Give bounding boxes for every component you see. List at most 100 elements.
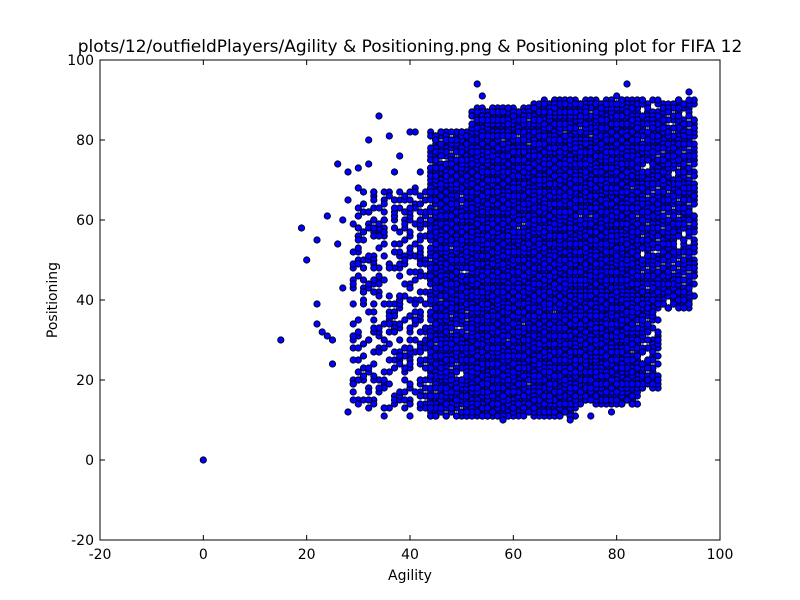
data-point (452, 396, 461, 404)
data-point (380, 336, 388, 344)
data-point (354, 204, 362, 212)
data-point (416, 192, 424, 200)
data-point (406, 400, 414, 408)
data-point (411, 276, 419, 284)
data-point (370, 196, 378, 204)
data-point (442, 328, 450, 336)
data-point (354, 328, 362, 336)
chart-title: plots/12/outfieldPlayers/Agility & Posit… (78, 37, 743, 57)
data-point (390, 348, 399, 356)
data-point (380, 208, 388, 216)
data-point (411, 300, 419, 308)
data-point (354, 212, 362, 220)
data-point (458, 156, 466, 164)
data-point (359, 288, 368, 296)
data-point (416, 200, 424, 208)
data-point (370, 360, 378, 368)
data-point (416, 356, 424, 364)
data-point (406, 296, 414, 304)
data-point (458, 196, 466, 204)
data-point (385, 312, 393, 320)
data-point (390, 196, 399, 204)
data-point (385, 300, 393, 308)
data-point (390, 224, 399, 232)
data-point (390, 248, 399, 256)
data-point (396, 188, 404, 196)
data-point (432, 164, 440, 172)
data-point (370, 316, 378, 324)
data-point (396, 320, 404, 328)
data-point (401, 192, 409, 200)
data-point (458, 376, 466, 384)
data-point (359, 200, 368, 208)
data-point (437, 220, 445, 228)
data-point (452, 320, 461, 328)
data-point (370, 400, 378, 408)
data-point (375, 272, 383, 280)
data-point (427, 296, 435, 304)
data-point (437, 404, 445, 412)
data-point (385, 292, 393, 300)
data-point (447, 376, 455, 384)
data-point (447, 128, 455, 136)
data-point (385, 340, 393, 348)
data-point (452, 336, 461, 344)
data-point (359, 276, 368, 284)
data-point (416, 216, 424, 224)
data-point (406, 284, 414, 292)
data-point (427, 188, 435, 196)
data-point (406, 336, 414, 344)
data-point (349, 332, 357, 340)
data-point (396, 272, 404, 280)
data-point (375, 384, 383, 392)
data-point (354, 400, 362, 408)
data-point (427, 372, 435, 380)
data-point (406, 380, 414, 388)
data-point (416, 236, 424, 244)
data-point (375, 204, 383, 212)
data-point (447, 288, 455, 296)
data-point (370, 276, 378, 284)
data-point (442, 412, 450, 420)
data-point (380, 276, 388, 284)
data-point (380, 252, 388, 260)
data-point (354, 236, 362, 244)
data-point (354, 376, 362, 384)
data-point (416, 272, 424, 280)
data-points (199, 80, 698, 464)
data-point (365, 364, 373, 372)
data-point (359, 228, 368, 236)
data-point (385, 380, 393, 388)
data-point (406, 312, 414, 320)
data-point (396, 292, 404, 300)
data-point (432, 320, 440, 328)
data-point (437, 352, 445, 360)
data-point (406, 324, 414, 332)
data-point (447, 236, 455, 244)
data-point (380, 240, 388, 248)
data-point (447, 280, 455, 288)
data-point (375, 280, 383, 288)
data-point (396, 228, 404, 236)
data-point (375, 232, 383, 240)
data-point (437, 284, 445, 292)
data-point (370, 372, 378, 380)
data-point (375, 348, 383, 356)
data-point (349, 356, 357, 364)
data-point (375, 244, 383, 252)
data-point (411, 308, 419, 316)
data-point (427, 272, 435, 280)
data-point (401, 236, 409, 244)
data-point (437, 212, 445, 220)
data-point (411, 240, 419, 248)
data-point (370, 300, 378, 308)
data-point (406, 244, 414, 252)
data-point (349, 388, 357, 396)
data-point (396, 352, 404, 360)
data-point (411, 388, 419, 396)
data-point (349, 280, 357, 288)
data-point (390, 364, 399, 372)
data-point (437, 312, 445, 320)
data-point (437, 180, 445, 188)
data-point (406, 228, 414, 236)
